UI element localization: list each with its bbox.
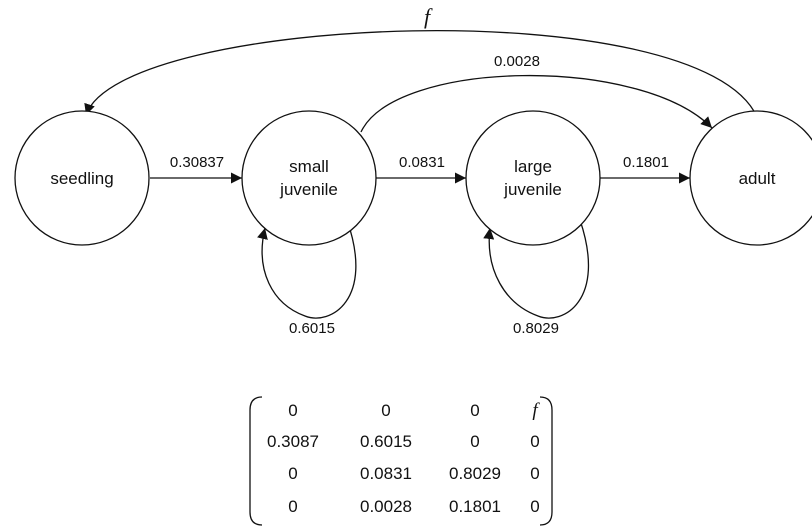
node-seedling	[14, 110, 150, 246]
matrix-cell: 0.1801	[449, 497, 501, 516]
matrix-cell: 0.0831	[360, 464, 412, 483]
edge-adult-to-seedling	[84, 30, 758, 118]
edge-label-large-to-adult: 0.1801	[623, 154, 669, 171]
node-adult-label: adult	[739, 169, 776, 188]
node-adult	[689, 110, 812, 246]
matrix-cell: 0.8029	[449, 464, 501, 483]
node-seedling-label: seedling	[50, 169, 113, 188]
node-large-juvenile	[465, 110, 601, 246]
node-small-juvenile	[241, 110, 377, 246]
matrix-cell: 0	[530, 497, 539, 516]
matrix-cell: 0.6015	[360, 432, 412, 451]
matrix-cell: 0	[288, 401, 297, 420]
edge-large-self-loop	[483, 219, 590, 319]
matrix-cell: 0	[288, 497, 297, 516]
matrix-cell: 0	[470, 401, 479, 420]
matrix-cell: 0	[530, 432, 539, 451]
matrix-cell: 0	[288, 464, 297, 483]
matrix-cell: 0.3087	[267, 432, 319, 451]
matrix-cell: 0	[530, 464, 539, 483]
node-large-juvenile-label-line2: juvenile	[503, 180, 562, 199]
matrix-cell: 0	[470, 432, 479, 451]
matrix-cell: f	[532, 400, 540, 421]
matrix-left-paren	[249, 396, 263, 526]
node-small-juvenile-label-line1: small	[289, 157, 329, 176]
edge-label-small-to-adult: 0.0028	[494, 53, 540, 70]
matrix-cell: 0.0028	[360, 497, 412, 516]
node-large-juvenile-label-line1: large	[514, 157, 552, 176]
matrix-cell: 0	[381, 401, 390, 420]
node-small-juvenile-label-line2: juvenile	[279, 180, 338, 199]
edge-small-to-adult	[360, 74, 713, 133]
edge-label-fecundity: f	[424, 4, 433, 29]
edge-small-self-loop	[257, 219, 357, 319]
edge-label-seedling-to-small: 0.30837	[170, 154, 224, 171]
edge-label-large-self: 0.8029	[513, 320, 559, 337]
matrix-right-paren	[539, 396, 553, 526]
edge-label-small-to-large: 0.0831	[399, 154, 445, 171]
edge-label-small-self: 0.6015	[289, 320, 335, 337]
transition-matrix: 0 0 0 f 0.3087 0.6015 0 0 0 0.0831 0.802…	[249, 396, 553, 526]
